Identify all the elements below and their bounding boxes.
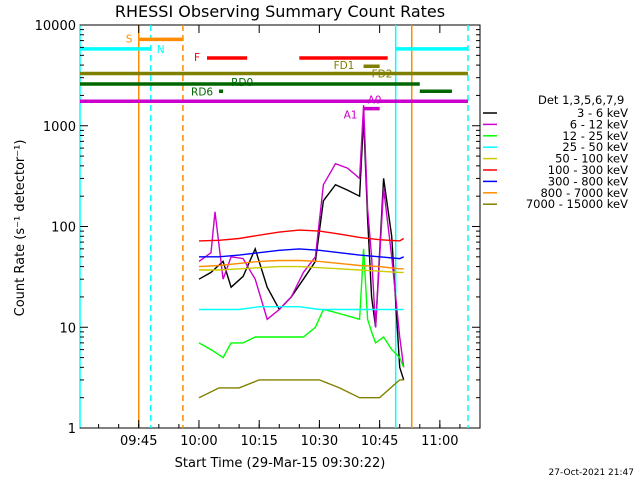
y-tick-label-3: 1000: [43, 120, 76, 135]
series-lines: [198, 105, 405, 399]
y-tick-label-0: 1: [68, 422, 76, 437]
legend-title: Det 1,3,5,6,7,9: [538, 93, 624, 107]
x-tick-label-1: 10:00: [180, 434, 217, 449]
flag-label-fd1: FD1: [334, 60, 355, 72]
legend-entry-1: 6 - 12 keV: [570, 117, 628, 131]
chart-title: RHESSI Observing Summary Count Rates: [115, 2, 445, 21]
x-tick-label-3: 10:30: [301, 434, 338, 449]
legend-entry-7: 800 - 7000 keV: [540, 186, 628, 200]
series-line-4: [199, 265, 404, 274]
series-line-3: [199, 306, 404, 311]
axes: 09:45 10:00 10:15 10:30 10:45 11:00 1 10 100 1000…: [35, 19, 480, 449]
legend-entry-6: 300 - 800 keV: [548, 174, 628, 188]
series-line-8: [198, 379, 404, 399]
flag-label-rd0: RD0: [231, 77, 253, 89]
series-line-7: [198, 259, 404, 270]
legend-entry-2: 12 - 25 keV: [562, 129, 628, 143]
flag-label-rd6: RD6: [191, 86, 213, 98]
flag-bars: S N F FD1 FD2 RD0 RD6 A0 A1: [80, 33, 468, 122]
flag-label-f: F: [194, 52, 200, 64]
x-tick-label-0: 09:45: [120, 434, 157, 449]
series-line-1: [198, 105, 405, 368]
series-line-6: [199, 248, 404, 260]
y-tick-label-1: 10: [59, 321, 76, 336]
vertical-markers: [79, 25, 469, 428]
legend-entry-4: 50 - 100 keV: [555, 152, 628, 166]
legend-entry-0: 3 - 6 keV: [577, 106, 628, 120]
x-tick-label-5: 11:00: [421, 434, 458, 449]
x-axis-label: Start Time (29-Mar-15 09:30:22): [175, 456, 386, 471]
footer-timestamp: 27-Oct-2021 21:47: [549, 468, 634, 478]
y-tick-label-4: 10000: [35, 19, 76, 34]
legend-entry-8: 7000 - 15000 keV: [526, 197, 628, 211]
flag-label-fd2: FD2: [372, 69, 393, 81]
x-tick-label-4: 10:45: [361, 434, 398, 449]
flag-label-a0: A0: [368, 94, 382, 106]
flag-label-a1: A1: [344, 110, 358, 122]
flag-label-s: S: [126, 33, 133, 45]
series-line-5: [198, 229, 405, 242]
legend-entry-5: 100 - 300 keV: [548, 163, 628, 177]
legend-entry-3: 25 - 50 keV: [562, 140, 628, 154]
x-tick-label-2: 10:15: [240, 434, 277, 449]
flag-label-n: N: [157, 44, 165, 56]
y-tick-label-2: 100: [51, 221, 76, 236]
y-axis-label: Count Rate (s⁻¹ detector⁻¹): [13, 140, 28, 317]
